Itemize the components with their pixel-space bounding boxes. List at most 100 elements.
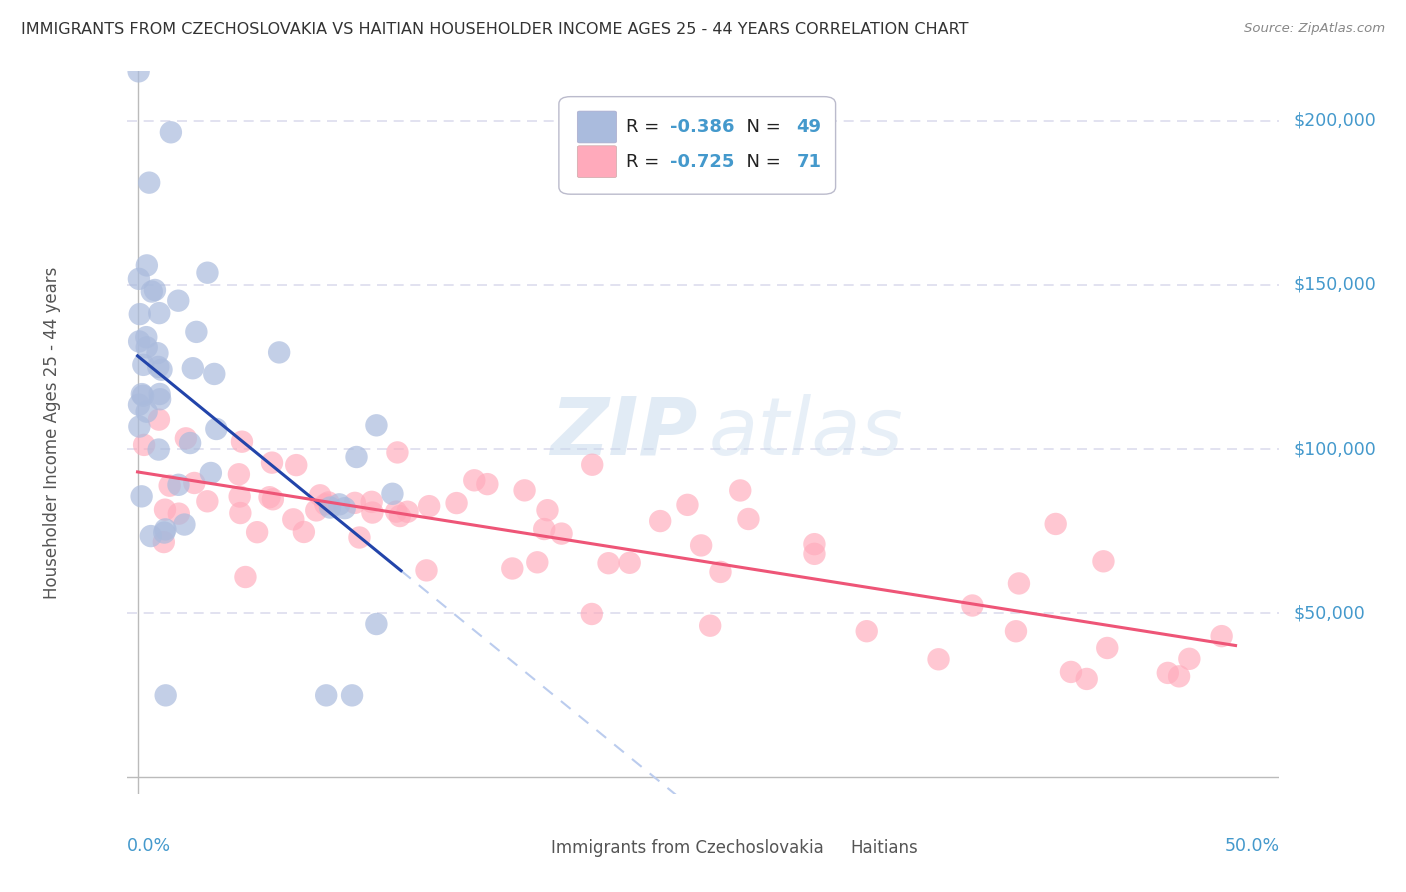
- Point: [228, 490, 250, 504]
- Point: [349, 531, 371, 545]
- Point: [1045, 516, 1067, 531]
- Point: [260, 456, 283, 470]
- Point: [581, 458, 603, 472]
- Point: [1211, 629, 1233, 643]
- Text: -0.725: -0.725: [669, 153, 734, 170]
- Point: [186, 325, 208, 339]
- Point: [581, 607, 603, 621]
- Text: $100,000: $100,000: [1294, 440, 1376, 458]
- Point: [262, 492, 284, 507]
- Point: [533, 522, 555, 536]
- Point: [139, 529, 162, 543]
- Point: [181, 361, 204, 376]
- Text: atlas: atlas: [709, 393, 904, 472]
- Text: IMMIGRANTS FROM CZECHOSLOVAKIA VS HAITIAN HOUSEHOLDER INCOME AGES 25 - 44 YEARS : IMMIGRANTS FROM CZECHOSLOVAKIA VS HAITIA…: [21, 22, 969, 37]
- Point: [132, 438, 155, 452]
- Point: [135, 259, 157, 273]
- Point: [132, 358, 155, 372]
- Point: [690, 538, 713, 552]
- Point: [1008, 576, 1031, 591]
- Point: [928, 652, 950, 666]
- Text: Haitians: Haitians: [851, 839, 918, 857]
- Point: [305, 503, 328, 517]
- Point: [283, 512, 305, 526]
- Point: [285, 458, 308, 472]
- Text: 0.0%: 0.0%: [127, 838, 170, 855]
- Point: [536, 503, 558, 517]
- Point: [167, 507, 190, 521]
- Point: [962, 599, 984, 613]
- Point: [366, 617, 388, 632]
- Point: [146, 346, 169, 360]
- Point: [650, 514, 672, 528]
- Point: [340, 689, 363, 703]
- Text: R =: R =: [626, 153, 665, 170]
- Text: ZIP: ZIP: [550, 393, 697, 472]
- Point: [135, 405, 157, 419]
- Point: [160, 125, 183, 139]
- Point: [228, 467, 250, 482]
- Point: [1092, 554, 1115, 568]
- Point: [229, 506, 252, 520]
- Point: [128, 64, 150, 78]
- Text: 49: 49: [796, 118, 821, 136]
- Point: [318, 495, 340, 509]
- Text: $150,000: $150,000: [1294, 276, 1376, 293]
- Point: [153, 502, 176, 516]
- FancyBboxPatch shape: [560, 96, 835, 194]
- Point: [132, 389, 155, 403]
- Point: [269, 345, 291, 359]
- Text: 71: 71: [796, 153, 821, 170]
- Point: [167, 293, 190, 308]
- Point: [1157, 665, 1180, 680]
- Point: [855, 624, 877, 639]
- Point: [231, 434, 253, 449]
- Point: [346, 450, 368, 464]
- Text: Immigrants from Czechoslovakia: Immigrants from Czechoslovakia: [551, 839, 824, 857]
- Point: [128, 419, 150, 434]
- Point: [155, 522, 177, 536]
- Text: Householder Income Ages 25 - 44 years: Householder Income Ages 25 - 44 years: [42, 267, 60, 599]
- Point: [131, 489, 153, 503]
- Point: [513, 483, 536, 498]
- Point: [148, 442, 170, 457]
- Point: [803, 537, 825, 551]
- Point: [174, 431, 197, 445]
- Point: [314, 497, 336, 511]
- Point: [1005, 624, 1028, 639]
- Point: [676, 498, 699, 512]
- Point: [463, 473, 485, 487]
- Point: [418, 499, 440, 513]
- Point: [246, 525, 269, 540]
- Point: [138, 176, 160, 190]
- Point: [446, 496, 468, 510]
- Point: [148, 359, 170, 374]
- Point: [709, 565, 731, 579]
- Point: [235, 570, 257, 584]
- Point: [179, 436, 201, 450]
- Point: [205, 422, 228, 436]
- Point: [135, 330, 157, 344]
- Point: [333, 501, 356, 516]
- Point: [128, 272, 150, 286]
- Point: [259, 490, 281, 504]
- Point: [619, 556, 641, 570]
- Point: [526, 555, 548, 569]
- Point: [167, 478, 190, 492]
- Point: [200, 466, 222, 480]
- FancyBboxPatch shape: [815, 832, 846, 864]
- Point: [328, 497, 350, 511]
- Point: [737, 512, 759, 526]
- Point: [360, 495, 382, 509]
- Text: -0.386: -0.386: [669, 118, 734, 136]
- Point: [153, 525, 176, 540]
- Point: [381, 487, 404, 501]
- Point: [550, 526, 572, 541]
- Point: [128, 334, 150, 349]
- Point: [155, 689, 177, 703]
- FancyBboxPatch shape: [578, 145, 617, 178]
- Text: $50,000: $50,000: [1294, 604, 1365, 623]
- Point: [319, 500, 342, 515]
- Text: Source: ZipAtlas.com: Source: ZipAtlas.com: [1244, 22, 1385, 36]
- Point: [361, 506, 384, 520]
